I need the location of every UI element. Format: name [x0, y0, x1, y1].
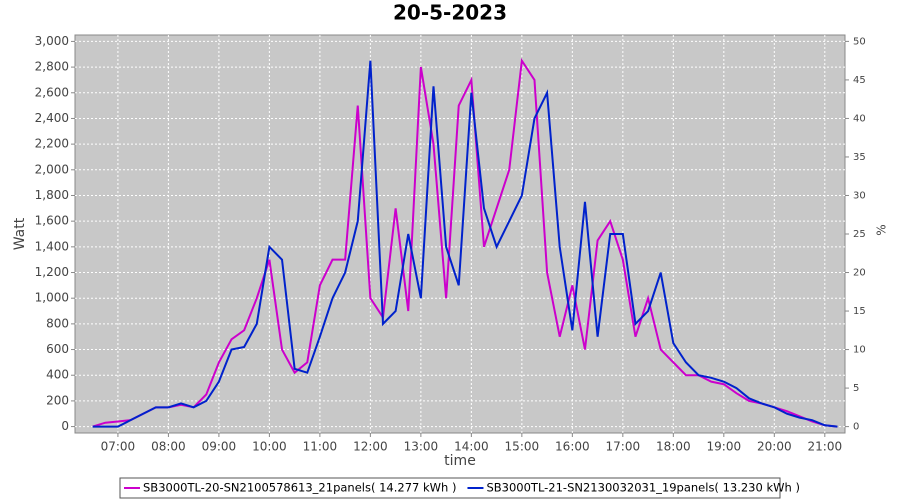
x-tick-label: 21:00	[808, 440, 843, 454]
y-tick-label: 2,200	[35, 137, 69, 151]
x-tick-label: 09:00	[202, 440, 237, 454]
y2-tick-label: 30	[853, 190, 866, 201]
x-tick-label: 16:00	[555, 440, 590, 454]
y2-tick-label: 15	[853, 306, 866, 317]
y-tick-label: 2,000	[35, 162, 69, 176]
x-tick-label: 13:00	[404, 440, 439, 454]
series-line	[92, 60, 838, 428]
y-tick-label: 1,800	[35, 188, 69, 202]
legend-label: SB3000TL-21-SN2130032031_19panels( 13.23…	[486, 481, 799, 495]
y2-tick-label: 40	[853, 113, 866, 124]
x-tick-label: 07:00	[101, 440, 136, 454]
y2-tick-label: 10	[853, 345, 866, 356]
y2-tick-label: 20	[853, 268, 866, 279]
legend	[119, 477, 781, 499]
x-axis-label: time	[444, 453, 476, 469]
y-tick-label: 1,200	[35, 265, 69, 279]
y2-tick-label: 35	[853, 152, 866, 163]
x-tick-label: 17:00	[606, 440, 641, 454]
y2-tick-label: 5	[853, 383, 859, 394]
y-tick-label: 1,400	[35, 239, 69, 253]
y-tick-label: 2,800	[35, 60, 69, 74]
y-tick-label: 800	[46, 316, 69, 330]
y2-tick-label: 50	[853, 36, 866, 47]
x-tick-label: 19:00	[707, 440, 742, 454]
y-tick-label: 0	[61, 419, 69, 433]
x-tick-label: 20:00	[757, 440, 792, 454]
y-tick-label: 2,400	[35, 111, 69, 125]
y-tick-label: 600	[46, 342, 69, 356]
x-tick-label: 18:00	[656, 440, 691, 454]
y2-tick-label: 0	[853, 422, 859, 433]
y2-tick-label: 25	[853, 229, 866, 240]
x-tick-label: 11:00	[303, 440, 338, 454]
y-tick-label: 400	[46, 368, 69, 382]
y-tick-label: 200	[46, 393, 69, 407]
y2-axis-label: %	[875, 224, 889, 235]
y-tick-label: 1,000	[35, 291, 69, 305]
y2-tick-label: 45	[853, 75, 866, 86]
y-tick-label: 1,600	[35, 214, 69, 228]
plot-area	[74, 34, 846, 434]
x-tick-label: 08:00	[151, 440, 186, 454]
series-line	[92, 57, 838, 428]
y-axis-label: Watt	[12, 217, 28, 250]
x-tick-label: 12:00	[353, 440, 388, 454]
y-tick-label: 3,000	[35, 34, 69, 48]
y-tick-label: 2,600	[35, 85, 69, 99]
x-tick-label: 10:00	[252, 440, 287, 454]
x-tick-label: 15:00	[505, 440, 540, 454]
x-tick-label: 14:00	[454, 440, 489, 454]
chart-title: 20-5-2023	[393, 1, 507, 25]
legend-label: SB3000TL-20-SN2100578613_21panels( 14.27…	[143, 481, 456, 495]
